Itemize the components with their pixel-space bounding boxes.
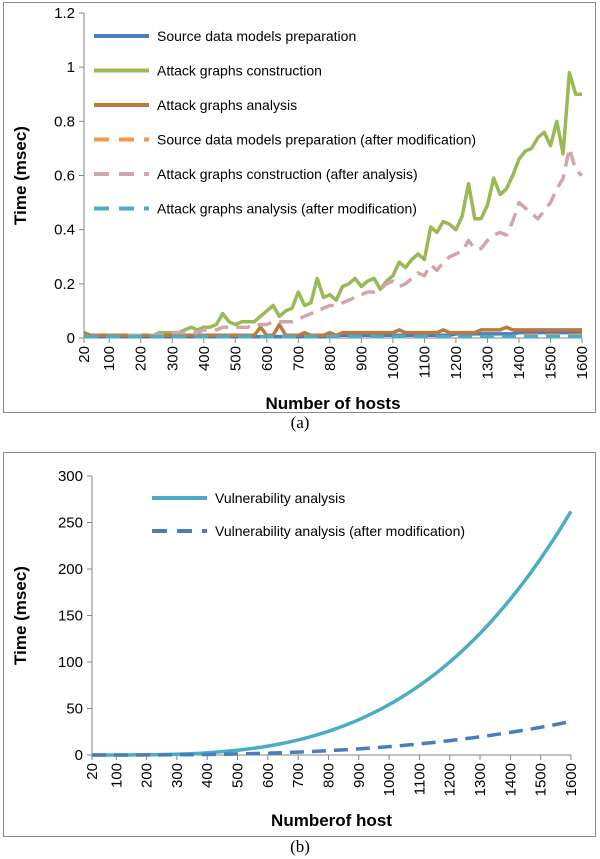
legend-label-4: Source data models preparation (after mo… <box>157 132 476 148</box>
x-tick-label: 600 <box>259 346 276 371</box>
chart-b-panel: 0 50 100 150 200 250 300 20 100 200 300 400 500 600 70… <box>3 452 596 837</box>
x-tick-label: 1100 <box>416 346 433 378</box>
chart-b-svg: 0 50 100 150 200 250 300 20 100 200 300 400 500 600 70… <box>11 468 580 830</box>
legend-label-1: Source data models preparation <box>157 28 356 44</box>
series-line-1 <box>92 510 573 757</box>
x-tick-label: 1400 <box>502 763 519 796</box>
y-tick-label: 200 <box>58 561 83 578</box>
y-tick-label: 50 <box>66 701 83 718</box>
x-tick-label: 1400 <box>511 346 528 379</box>
x-tick-label: 300 <box>169 763 186 788</box>
x-tick-label: 1500 <box>533 763 550 796</box>
x-tick-label: 1200 <box>442 763 459 796</box>
x-tick-label: 100 <box>108 763 125 788</box>
legend-label-3: Attack graphs analysis <box>157 97 297 113</box>
chart-a-caption: (a) <box>290 413 310 432</box>
x-axis-title: Numberof host <box>271 811 392 830</box>
x-tick-label: 900 <box>351 763 368 788</box>
legend-label-6: Attack graphs analysis (after modificati… <box>157 201 417 217</box>
chart-a-panel: 0 0.2 0.4 0.6 0.8 1 1.2 20 100 200 300 400 500 600 700… <box>3 2 596 413</box>
y-tick-label: 250 <box>58 515 83 532</box>
series-line-2 <box>84 70 582 338</box>
legend-label-5: Attack graphs construction (after analys… <box>157 166 418 182</box>
y-tick-label: 300 <box>58 468 83 485</box>
series-line-3 <box>83 322 582 338</box>
series-line-5 <box>84 146 584 339</box>
x-tick-label: 400 <box>196 346 213 371</box>
y-tick-label: 0.6 <box>54 168 75 185</box>
y-tick-label: 0 <box>67 330 75 347</box>
y-tick-label: 0.8 <box>54 113 75 130</box>
x-tick-label: 20 <box>84 763 101 780</box>
y-tick-label: 1 <box>67 59 75 76</box>
x-tick-label: 400 <box>199 763 216 788</box>
y-tick-label: 0.4 <box>54 222 75 239</box>
x-tick-label: 20 <box>76 346 93 363</box>
x-tick-label: 1300 <box>472 763 489 796</box>
x-tick-label: 300 <box>164 346 181 371</box>
x-tick-label: 700 <box>290 346 307 371</box>
chart-b-caption: (b) <box>290 837 310 856</box>
y-axis-title: Time (msec) <box>11 126 30 225</box>
y-tick-label: 150 <box>58 608 83 625</box>
x-tick-label: 800 <box>320 763 337 788</box>
x-axis-title: Number of hosts <box>265 394 400 412</box>
x-tick-label: 900 <box>353 346 370 371</box>
x-tick-label: 1600 <box>574 346 591 379</box>
x-tick-label: 100 <box>101 346 118 371</box>
y-tick-label: 1.2 <box>54 5 75 22</box>
x-tick-label: 1200 <box>448 346 465 379</box>
y-tick-label: 0 <box>75 747 83 764</box>
x-tick-label: 200 <box>133 346 150 371</box>
x-tick-label: 1100 <box>411 763 428 795</box>
x-tick-label: 800 <box>322 346 339 371</box>
series-line-2 <box>92 719 572 757</box>
x-tick-label: 1000 <box>385 346 402 379</box>
x-tick-label: 700 <box>290 763 307 788</box>
x-tick-label: 500 <box>230 763 247 788</box>
x-tick-label: 500 <box>227 346 244 371</box>
x-tick-label: 200 <box>139 763 156 788</box>
legend-label-1: Vulnerability analysis <box>215 490 345 506</box>
x-tick-label: 600 <box>260 763 277 788</box>
legend-label-2: Attack graphs construction <box>157 63 322 79</box>
legend-label-2: Vulnerability analysis (after modificati… <box>215 523 465 539</box>
chart-a-svg: 0 0.2 0.4 0.6 0.8 1 1.2 20 100 200 300 400 500 600 700… <box>11 5 591 412</box>
y-axis-title: Time (msec) <box>11 566 30 665</box>
y-tick-label: 100 <box>58 654 83 671</box>
y-tick-label: 0.2 <box>54 276 75 293</box>
x-tick-label: 1300 <box>479 346 496 379</box>
x-tick-label: 1000 <box>381 763 398 796</box>
x-tick-label: 1600 <box>563 763 580 796</box>
x-tick-label: 1500 <box>542 346 559 379</box>
